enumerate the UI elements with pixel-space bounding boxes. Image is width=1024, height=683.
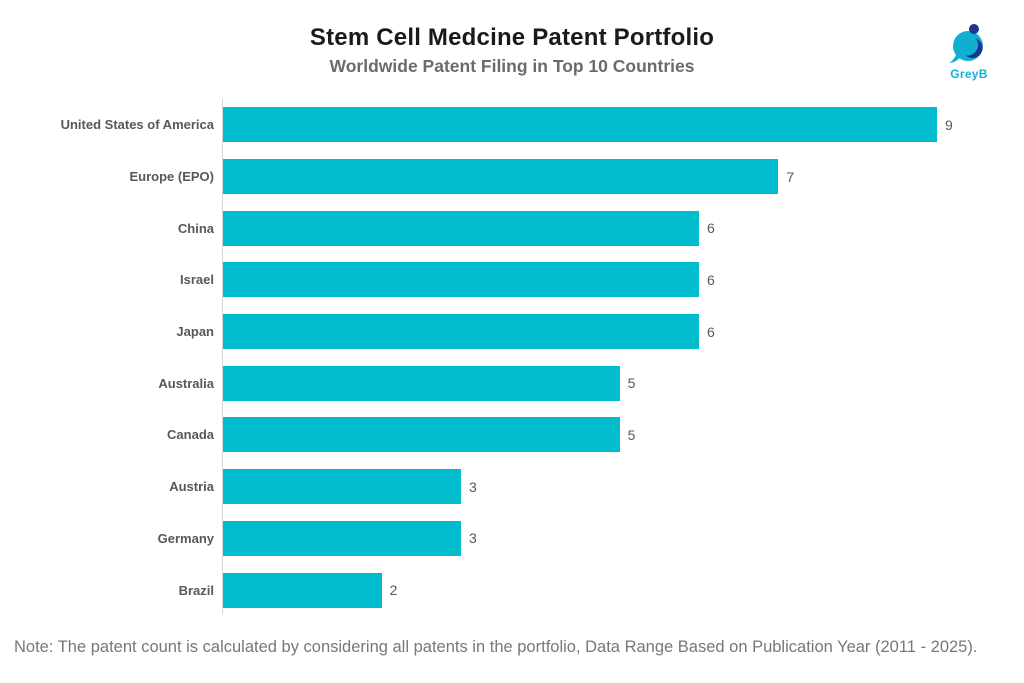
bar [223,572,382,608]
value-label: 5 [627,375,636,392]
value-label: 9 [945,116,953,133]
greyb-logo-label: GreyB [950,67,988,81]
value-label: 6 [707,220,715,237]
bar-row: Europe (EPO) 7 [0,151,1024,203]
bar-row: Australia 5 [0,357,1024,409]
bar [223,520,461,556]
bar [223,469,461,505]
bar-row: United States of America 9 [0,99,1024,151]
value-label: 5 [627,426,636,443]
bar-track: 6 [223,262,1024,298]
category-label: Australia [158,375,214,391]
bar-track: 5 [223,417,1024,453]
category-label: Brazil [178,582,214,598]
footnote: Note: The patent count is calculated by … [14,638,978,656]
bar [223,417,620,453]
y-axis-line [222,99,223,614]
bar-track: 5 [223,365,1024,401]
bar-row: Canada 5 [0,409,1024,461]
category-label: China [177,220,214,236]
bar-row: Brazil 2 [0,564,1024,616]
value-label: 2 [389,582,398,599]
category-label: Germany [157,530,214,546]
chart-title: Stem Cell Medcine Patent Portfolio [309,24,715,51]
bar [223,314,699,350]
value-label: 6 [707,323,715,340]
bar-track: 3 [223,520,1024,556]
category-label: Canada [167,427,214,443]
bar [223,159,779,195]
bar-track: 9 [223,107,1024,143]
bar-chart: United States of America 9 Europe (EPO) … [0,99,1024,616]
category-label: Austria [169,479,214,495]
category-label: Europe (EPO) [129,169,214,185]
value-label: 7 [786,168,795,185]
value-label: 3 [469,530,477,547]
bar [223,210,699,246]
bar-track: 2 [223,572,1024,608]
bar-row: Israel 6 [0,254,1024,306]
chart-subtitle: Worldwide Patent Filing in Top 10 Countr… [329,56,695,76]
bar-track: 6 [223,314,1024,350]
bar [223,262,699,298]
bar-row: China 6 [0,202,1024,254]
greyb-logo: GreyB [940,20,998,81]
greyb-logo-icon [943,24,995,68]
bar [223,365,620,401]
category-label: United States of America [60,117,214,133]
bar-track: 3 [223,469,1024,505]
bar-row: Austria 3 [0,461,1024,513]
value-label: 6 [707,271,715,288]
category-label: Israel [180,272,214,288]
bar-row: Germany 3 [0,513,1024,565]
bar-track: 6 [223,210,1024,246]
value-label: 3 [469,478,477,495]
bar-row: Japan 6 [0,306,1024,358]
bar-track: 7 [223,159,1024,195]
category-label: Japan [176,324,214,340]
bar [223,107,937,143]
